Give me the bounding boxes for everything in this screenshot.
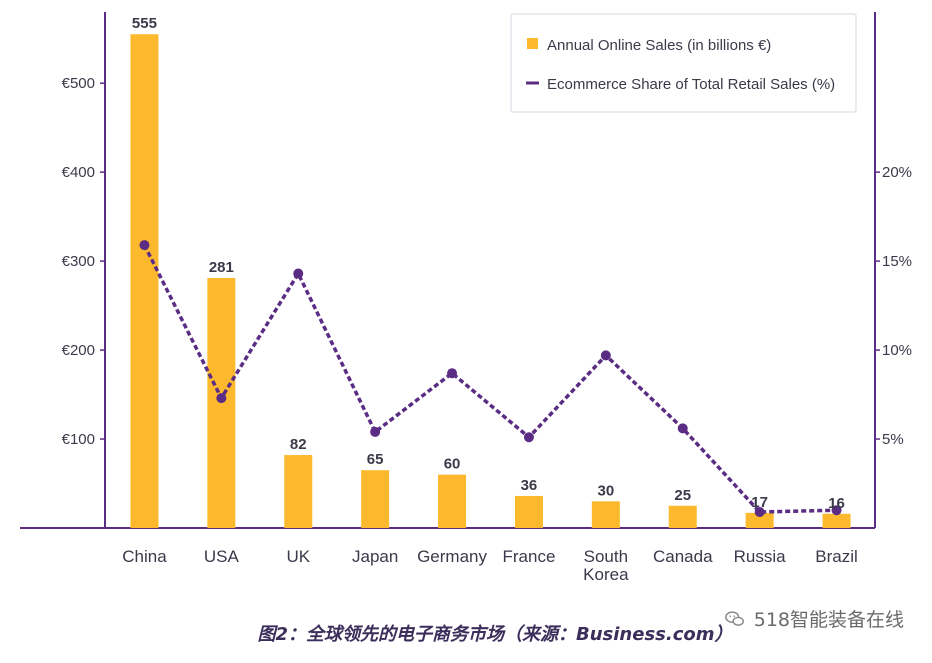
watermark-text: 518智能装备在线 [753,609,904,631]
bar-data-label: 65 [367,451,384,468]
bar [514,495,543,528]
legend: Annual Online Sales (in billions €) Ecom… [510,13,857,113]
x-tick-label: Korea [583,565,629,584]
legend-bar-swatch [527,38,538,49]
wechat-icon [724,610,744,626]
line-point [600,350,611,361]
bar-data-label: 82 [290,436,307,453]
bar-data-label: 36 [521,477,538,494]
y-right-tick-label: 15% [882,253,912,270]
bar [745,512,774,528]
bar-data-label: 555 [132,15,157,32]
figure-caption: 图2：全球领先的电子商务市场（来源：Business.com） [257,624,733,645]
bar-data-label: 25 [674,487,691,504]
bar [822,513,851,528]
labels: €100 €200 €300 €400 €500 5% 10% 15% 20% 555 China 2… [62,15,912,584]
y-right-tick-label: 20% [882,164,912,181]
y-right-tick-label: 10% [882,342,912,359]
bar-data-label: 17 [751,494,768,511]
bar-data-label: 60 [444,456,461,473]
x-tick-label: Brazil [815,547,858,566]
legend-line-label: Ecommerce Share of Total Retail Sales (%… [547,76,835,93]
line-point [139,240,150,251]
x-tick-label: Canada [653,547,713,566]
line-point [216,393,227,404]
y-left-tick-label: €100 [62,431,95,448]
line-point [677,423,688,434]
y-right-tick-label: 5% [882,431,904,448]
x-tick-label: France [502,547,555,566]
bar [130,34,159,528]
legend-box [510,13,857,113]
x-tick-label: China [122,547,167,566]
line-series [139,240,842,517]
line-point [523,432,534,443]
x-tick-label: South [584,547,628,566]
y-left-tick-label: €300 [62,253,95,270]
watermark: 518智能装备在线 [724,605,904,632]
x-tick-label: Japan [352,547,398,566]
bar-data-label: 30 [598,482,615,499]
line-point [754,506,765,517]
bar [284,455,313,528]
line-series-path [142,244,837,514]
bar [668,505,697,528]
bar-data-label: 16 [828,495,845,512]
x-tick-label: Germany [417,547,487,566]
x-tick-label: Russia [734,547,787,566]
y-left-tick-label: €500 [62,75,95,92]
bar-data-label: 281 [209,259,234,276]
bar [438,474,467,528]
line-point [370,426,381,437]
y-left-tick-label: €200 [62,342,95,359]
bar [591,501,620,528]
line-point [447,368,458,379]
y-left-tick-label: €400 [62,164,95,181]
line-point [293,268,304,279]
x-tick-label: UK [286,547,310,566]
legend-bar-label: Annual Online Sales (in billions €) [547,37,771,54]
x-tick-label: USA [204,547,240,566]
bar [361,470,390,528]
line-point [831,505,842,516]
